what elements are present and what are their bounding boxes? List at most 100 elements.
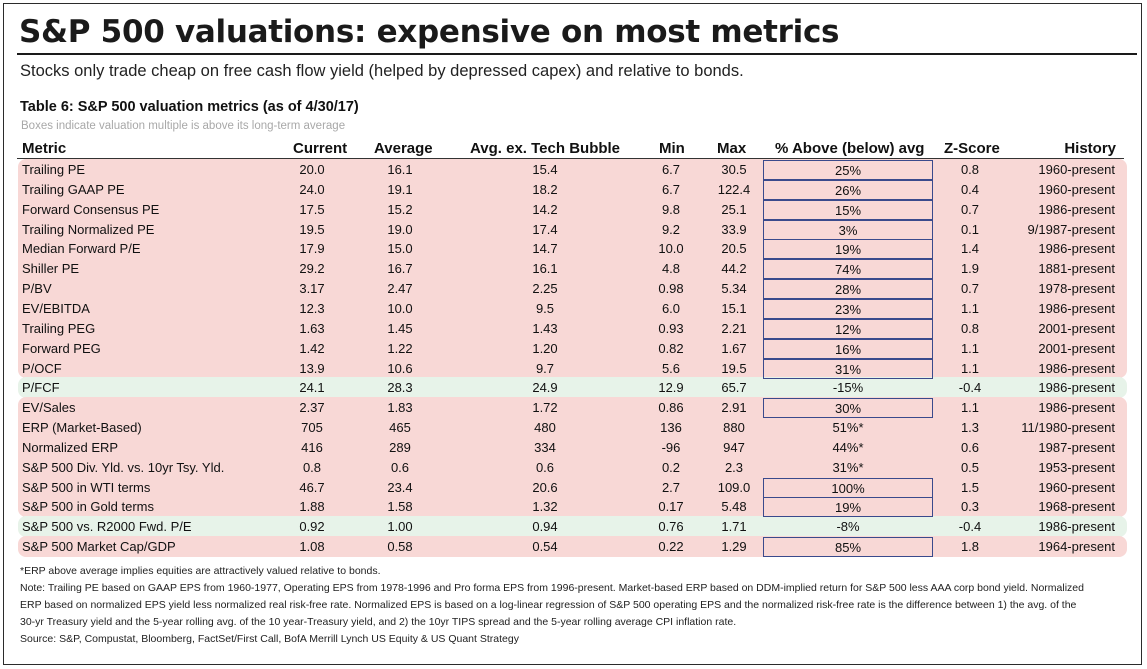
cell-current: 20.0	[299, 162, 325, 177]
cell-max: 880	[723, 420, 745, 436]
cell-avg-ex-tech: 2.25	[532, 281, 558, 297]
cell-min: 0.98	[658, 281, 684, 297]
table-row: EV/Sales 2.37 1.83 1.72 0.86 2.91 30% 1.1 1986-p…	[0, 398, 1147, 419]
cell-average: 10.6	[387, 360, 413, 376]
cell-metric: Forward PEG	[22, 340, 101, 356]
cell-pct-above-avg: 100%	[763, 477, 933, 498]
cell-average: 16.7	[387, 261, 413, 277]
cell-min: 0.86	[658, 400, 684, 416]
cell-metric: ERP (Market-Based)	[22, 420, 142, 436]
cell-metric: Trailing Normalized PE	[22, 221, 155, 237]
cell-current: 29.2	[299, 261, 325, 277]
cell-pct-above-avg: 16%	[763, 338, 933, 359]
cell-zscore: -0.4	[958, 380, 982, 396]
cell-metric: Shiller PE	[22, 261, 80, 277]
table-row: Shiller PE 29.2 16.7 16.1 4.8 44.2 74% 1.9 1881-…	[0, 259, 1147, 280]
cell-avg-ex-tech: 17.4	[532, 221, 558, 237]
cell-current: 24.0	[299, 181, 325, 197]
cell-history: 1986-present	[1038, 201, 1115, 217]
page-subtitle: Stocks only trade cheap on free cash flo…	[20, 62, 744, 80]
footnote-note-line-2: ERP based on normalized EPS yield less n…	[20, 599, 1077, 611]
cell-current: 0.92	[299, 519, 325, 535]
cell-avg-ex-tech: 24.9	[532, 380, 558, 396]
cell-avg-ex-tech: 480	[534, 420, 556, 436]
cell-pct-above-avg: 28%	[763, 279, 933, 300]
page-frame	[3, 3, 1142, 665]
cell-history: 1960-present	[1038, 162, 1115, 177]
cell-pct-above-avg: 3%	[763, 219, 933, 240]
cell-current: 17.5	[299, 201, 325, 217]
cell-min: 0.17	[658, 499, 684, 515]
cell-metric: P/OCF	[22, 360, 62, 376]
cell-avg-ex-tech: 334	[534, 439, 556, 455]
cell-avg-ex-tech: 1.43	[532, 320, 558, 336]
cell-max: 15.1	[721, 300, 747, 316]
cell-avg-ex-tech: 9.7	[535, 360, 555, 376]
cell-min: 6.7	[661, 181, 681, 197]
green-band	[18, 516, 1127, 538]
cell-pct-above-avg: 85%	[763, 537, 933, 558]
header-history: History	[1064, 140, 1116, 157]
cell-current: 24.1	[299, 380, 325, 396]
cell-max: 109.0	[717, 479, 751, 495]
title-rule	[17, 53, 1137, 55]
cell-max: 1.29	[721, 539, 747, 555]
cell-history: 1968-present	[1038, 499, 1115, 515]
cell-pct-above-avg: 31%*	[832, 459, 864, 475]
header-average: Average	[374, 140, 433, 157]
cell-metric: S&P 500 vs. R2000 Fwd. P/E	[22, 519, 192, 535]
cell-history: 1986-present	[1038, 380, 1115, 396]
table-row: ERP (Market-Based) 705 465 480 136 880 51%* 1.3…	[0, 418, 1147, 438]
table-row: Trailing PEG 1.63 1.45 1.43 0.93 2.21 12% 0.8 20…	[0, 318, 1147, 339]
table-row: Median Forward P/E 17.9 15.0 14.7 10.0 20.5 19…	[0, 239, 1147, 260]
cell-min: 136	[660, 420, 682, 436]
cell-avg-ex-tech: 14.2	[532, 201, 558, 217]
cell-zscore: -0.4	[958, 519, 982, 535]
cell-current: 19.5	[299, 221, 325, 237]
table-row: P/OCF 13.9 10.6 9.7 5.6 19.5 31% 1.1 1986-presen…	[0, 358, 1147, 379]
cell-min: 4.8	[661, 261, 681, 277]
cell-min: 2.7	[661, 479, 681, 495]
cell-metric: P/BV	[22, 281, 52, 297]
footnotes: *ERP above average implies equities are …	[20, 563, 1130, 648]
cell-average: 15.2	[387, 201, 413, 217]
cell-zscore: 1.4	[960, 241, 980, 257]
cell-pct-above-avg: 23%	[763, 298, 933, 319]
cell-current: 705	[301, 420, 323, 436]
cell-max: 30.5	[721, 162, 747, 177]
cell-history: 9/1987-present	[1027, 221, 1115, 237]
cell-pct-above-avg: 74%	[763, 259, 933, 280]
cell-avg-ex-tech: 0.54	[532, 539, 558, 555]
cell-current: 3.17	[299, 281, 325, 297]
cell-pct-above-avg: 19%	[763, 497, 933, 518]
cell-history: 1986-present	[1038, 519, 1115, 535]
pink-band	[18, 536, 1127, 557]
cell-min: -96	[661, 439, 681, 455]
cell-history: 2001-present	[1038, 320, 1115, 336]
cell-avg-ex-tech: 0.6	[535, 459, 555, 475]
cell-max: 33.9	[721, 221, 747, 237]
cell-pct-above-avg: 25%	[763, 160, 933, 180]
cell-avg-ex-tech: 1.72	[532, 400, 558, 416]
cell-current: 0.8	[302, 459, 322, 475]
cell-average: 289	[389, 439, 411, 455]
cell-max: 19.5	[721, 360, 747, 376]
table-row: P/BV 3.17 2.47 2.25 0.98 5.34 28% 0.7 1978-prese…	[0, 279, 1147, 300]
cell-pct-above-avg: 44%*	[832, 439, 864, 455]
header-avg-ex-tech: Avg. ex. Tech Bubble	[470, 140, 621, 157]
cell-pct-above-avg: -8%	[836, 519, 860, 535]
cell-metric: Trailing GAAP PE	[22, 181, 125, 197]
table-row: S&P 500 vs. R2000 Fwd. P/E 0.92 1.00 0.94 0.…	[0, 517, 1147, 537]
cell-history: 1986-present	[1038, 360, 1115, 376]
table-title: Table 6: S&P 500 valuation metrics (as o…	[20, 99, 359, 115]
cell-max: 2.21	[721, 320, 747, 336]
cell-current: 1.88	[299, 499, 325, 515]
cell-metric: Forward Consensus PE	[22, 201, 160, 217]
table-row: S&P 500 in WTI terms 46.7 23.4 20.6 2.7 109.0…	[0, 477, 1147, 498]
table-row: S&P 500 in Gold terms 1.88 1.58 1.32 0.17 5.4…	[0, 497, 1147, 518]
pink-band	[18, 159, 1127, 379]
cell-history: 1881-present	[1038, 261, 1115, 277]
cell-current: 12.3	[299, 300, 325, 316]
cell-current: 1.63	[299, 320, 325, 336]
cell-min: 0.76	[658, 519, 684, 535]
